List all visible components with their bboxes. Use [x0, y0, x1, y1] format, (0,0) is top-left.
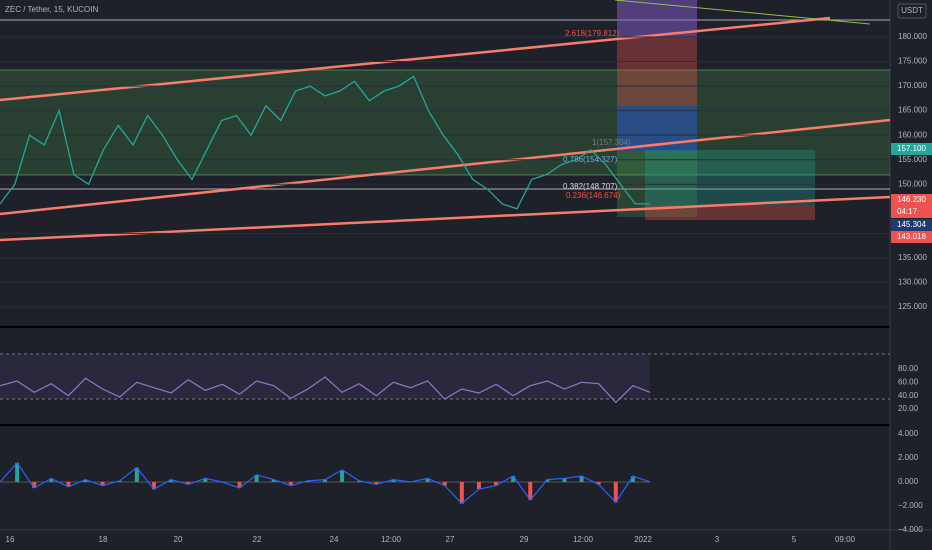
price-tick-label: 180.000	[898, 32, 927, 41]
macd-hist	[596, 482, 601, 485]
price-tick-label: 160.000	[898, 130, 927, 139]
time-tick-label: 27	[446, 535, 455, 544]
macd-hist	[288, 482, 293, 486]
price-tag	[891, 143, 932, 155]
fib-label: 0.786(154.327)	[563, 155, 618, 164]
price-tick-label: 170.000	[898, 81, 927, 90]
macd-tick-label: 0.000	[898, 477, 919, 486]
price-tick-label: 165.000	[898, 106, 927, 115]
macd-tick-label: 2.000	[898, 453, 919, 462]
countdown: 04:17	[897, 207, 918, 216]
position-profit	[645, 150, 815, 205]
rsi-line	[0, 376, 651, 404]
rsi-tick-label: 20.00	[898, 404, 919, 413]
macd-hist	[83, 479, 88, 482]
macd-hist	[203, 478, 208, 482]
fib-label: 0.236(146.674)	[566, 191, 621, 200]
price-tag-label: 145.304	[897, 220, 926, 229]
macd-hist	[151, 482, 156, 490]
fib-label: 0.382(148.707)	[563, 182, 618, 191]
macd-hist	[425, 478, 430, 482]
price-tag-label: 146.230	[897, 195, 926, 204]
macd-hist	[15, 462, 20, 482]
price-tag-label: 143.018	[897, 232, 926, 241]
time-tick-label: 2022	[634, 535, 652, 544]
macd-hist	[442, 482, 447, 486]
macd-hist	[494, 482, 499, 486]
time-tick-label: 29	[520, 535, 529, 544]
fib-label: 1(157.304)	[592, 138, 631, 147]
macd-hist	[100, 482, 105, 486]
macd-hist	[323, 479, 327, 482]
macd-hist	[562, 478, 567, 482]
time-tick-label: 3	[715, 535, 720, 544]
price-tag	[891, 194, 932, 218]
rsi-tick-label: 40.00	[898, 391, 919, 400]
macd-hist	[340, 470, 345, 482]
macd-hist	[613, 482, 618, 503]
price-tick-label: 135.000	[898, 253, 927, 262]
macd-hist	[134, 467, 139, 482]
macd-hist	[66, 482, 71, 487]
trend-line	[614, 0, 871, 25]
macd-hist	[545, 479, 550, 482]
macd-tick-label: −2.000	[898, 501, 923, 510]
macd-hist	[271, 479, 276, 482]
price-tick-label: 150.000	[898, 179, 927, 188]
macd-hist	[511, 476, 516, 482]
fib-label: 2.618(179.812)	[565, 29, 620, 38]
time-tick-label: 5	[792, 535, 797, 544]
range-zone	[0, 70, 890, 175]
time-tick-label: 22	[253, 535, 262, 544]
time-tick-label: 12:00	[381, 535, 402, 544]
time-tick-label: 12:00	[573, 535, 594, 544]
price-line	[0, 75, 650, 210]
position-loss	[645, 205, 815, 220]
price-tag	[891, 219, 932, 231]
price-tag	[891, 231, 932, 243]
time-tick-label: 18	[99, 535, 108, 544]
channel-line	[0, 195, 891, 242]
macd-hist	[476, 482, 481, 490]
currency[interactable]: USDT	[901, 6, 923, 15]
macd-hist	[528, 482, 533, 500]
fib-band	[617, 38, 697, 106]
price-tick-label: 125.000	[898, 302, 927, 311]
macd-tick-label: 4.000	[898, 429, 919, 438]
currency-box[interactable]	[897, 3, 927, 19]
macd-hist	[391, 479, 396, 482]
macd-hist	[630, 476, 635, 482]
macd-hist	[579, 476, 584, 482]
price-tag-label: 157.100	[897, 144, 926, 153]
macd-line	[0, 461, 651, 505]
macd-tick-label: −4.000	[898, 525, 923, 534]
price-tick-label: 155.000	[898, 155, 927, 164]
macd-hist	[49, 478, 54, 482]
price-tick-label: 130.000	[898, 278, 927, 287]
macd-hist	[186, 482, 191, 485]
macd-hist	[32, 482, 37, 488]
time-tick-label: 16	[6, 535, 15, 544]
rsi-tick-label: 60.00	[898, 377, 919, 386]
macd-hist	[169, 479, 174, 482]
macd-hist	[237, 482, 242, 488]
macd-hist	[459, 482, 464, 504]
rsi-tick-label: 80.00	[898, 364, 919, 373]
price-tick-label: 175.000	[898, 57, 927, 66]
macd-hist	[374, 482, 379, 485]
time-tick-label: 09:00	[835, 535, 856, 544]
macd-hist	[254, 474, 259, 482]
time-tick-label: 24	[330, 535, 339, 544]
symbol-title: ZEC / Tether, 15, KUCOIN	[5, 5, 98, 14]
time-tick-label: 20	[174, 535, 183, 544]
